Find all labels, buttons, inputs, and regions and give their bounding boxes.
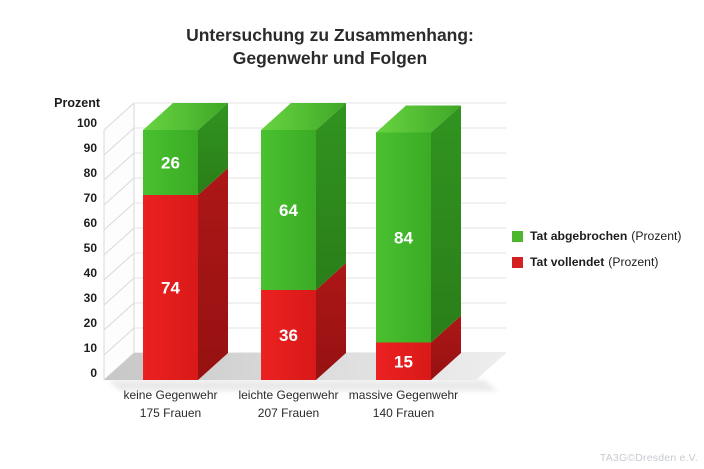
legend-label: Tat vollendet (Prozent) (530, 255, 658, 269)
y-tick-label: 70 (84, 191, 98, 205)
y-tick-label: 100 (77, 116, 97, 130)
y-tick-label: 0 (90, 366, 97, 380)
bar-side-face-green (431, 105, 461, 343)
y-tick-label: 60 (84, 216, 98, 230)
bar-top-face (261, 103, 346, 130)
bar-side-face-red (431, 315, 461, 380)
legend-suffix: (Prozent) (608, 255, 659, 269)
bar-side-face-green (198, 103, 228, 195)
category-label: massive Gegenwehr (349, 388, 458, 402)
bar-side-face-red (198, 168, 228, 380)
legend-name: Tat vollendet (530, 255, 605, 269)
legend-suffix: (Prozent) (631, 229, 682, 243)
category-label: leichte Gegenwehr (238, 388, 338, 402)
legend-item-abgebrochen: Tat abgebrochen (Prozent) (512, 229, 681, 243)
bar-value-green: 64 (279, 201, 298, 220)
category-label: keine Gegenwehr (123, 388, 217, 402)
legend: Tat abgebrochen (Prozent) Tat vollendet (P… (512, 229, 681, 281)
bar-value-red: 15 (394, 352, 413, 371)
wall-tick-line (103, 227, 135, 256)
wall-tick-line (103, 302, 135, 331)
bar-front-face-red (143, 195, 198, 380)
y-tick-label: 10 (84, 341, 98, 355)
wall-tick-line (103, 177, 135, 206)
bar-front-face-green (261, 130, 316, 290)
category-count-label: 207 Frauen (258, 406, 319, 420)
bar-front-face-red (261, 290, 316, 380)
bar-value-red: 36 (279, 326, 298, 345)
y-tick-label: 50 (84, 241, 98, 255)
y-axis-title: Prozent (54, 96, 101, 110)
wall-tick-line (103, 152, 135, 181)
bar-value-green: 26 (161, 154, 180, 173)
wall-tick-line (103, 277, 135, 306)
bar-side-face-green (316, 103, 346, 290)
y-tick-label: 80 (84, 166, 98, 180)
category-count-label: 175 Frauen (140, 406, 201, 420)
bar-top-face (376, 105, 461, 133)
y-tick-label: 20 (84, 316, 98, 330)
legend-label: Tat abgebrochen (Prozent) (530, 229, 681, 243)
wall-tick-line (103, 252, 135, 281)
bar-group: 64 36 (261, 103, 346, 380)
wall-tick-line (103, 127, 135, 156)
bar-front-face-green (376, 132, 431, 343)
bar-value-red: 74 (161, 279, 180, 298)
chart-title-line2: Gegenwehr und Folgen (232, 48, 428, 68)
wall-tick-line (103, 102, 135, 131)
bar-value-green: 84 (394, 229, 413, 248)
watermark: TA3G©Dresden e.V. (599, 452, 698, 464)
bar-group: 84 15 (376, 105, 461, 380)
chart-title: Untersuchung zu Zusammenhang: Gegenwehr … (0, 24, 660, 70)
bar-front-face-red (376, 342, 431, 380)
bar-group: 26 74 (143, 103, 228, 380)
bar-side-face-red (316, 263, 346, 380)
category-count-label: 140 Frauen (373, 406, 434, 420)
wall-tick-line (103, 202, 135, 231)
floor-shadow (108, 380, 498, 391)
y-tick-label: 40 (84, 266, 98, 280)
legend-item-vollendet: Tat vollendet (Prozent) (512, 255, 681, 269)
legend-swatch-red-icon (512, 257, 523, 268)
legend-swatch-green-icon (512, 231, 523, 242)
chart-title-line1: Untersuchung zu Zusammenhang: (186, 25, 474, 45)
bar-front-face-green (143, 130, 198, 195)
bar-top-face (143, 103, 228, 130)
y-tick-label: 90 (84, 141, 98, 155)
wall-tick-line (103, 327, 135, 356)
y-tick-label: 30 (84, 291, 98, 305)
legend-name: Tat abgebrochen (530, 229, 628, 243)
